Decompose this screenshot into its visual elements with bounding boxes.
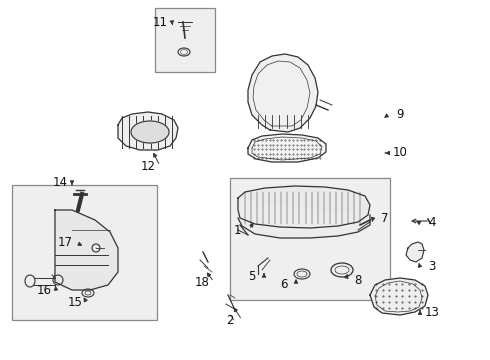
- Polygon shape: [118, 112, 178, 150]
- Text: 15: 15: [68, 297, 82, 310]
- Text: 6: 6: [280, 279, 288, 292]
- Text: 18: 18: [195, 275, 209, 288]
- Polygon shape: [248, 134, 326, 162]
- Polygon shape: [55, 210, 118, 290]
- Text: 10: 10: [392, 147, 408, 159]
- Text: 7: 7: [381, 211, 389, 225]
- Ellipse shape: [131, 121, 169, 143]
- Text: 12: 12: [141, 159, 155, 172]
- Bar: [155, 8, 215, 72]
- Text: 11: 11: [152, 15, 168, 28]
- Text: 17: 17: [57, 237, 73, 249]
- Polygon shape: [238, 186, 370, 228]
- Text: 8: 8: [354, 274, 362, 287]
- Text: 13: 13: [424, 306, 440, 320]
- Text: 2: 2: [226, 314, 234, 327]
- Polygon shape: [248, 54, 318, 132]
- Polygon shape: [370, 278, 428, 315]
- Text: 9: 9: [396, 108, 404, 122]
- Polygon shape: [406, 242, 424, 262]
- Text: 1: 1: [233, 224, 241, 237]
- Text: 3: 3: [428, 261, 436, 274]
- Polygon shape: [238, 186, 370, 238]
- Text: 4: 4: [428, 216, 436, 230]
- Text: 14: 14: [52, 175, 68, 189]
- Text: 5: 5: [248, 270, 256, 284]
- Text: 16: 16: [36, 284, 51, 297]
- Bar: [230, 178, 390, 300]
- Bar: [12, 185, 157, 320]
